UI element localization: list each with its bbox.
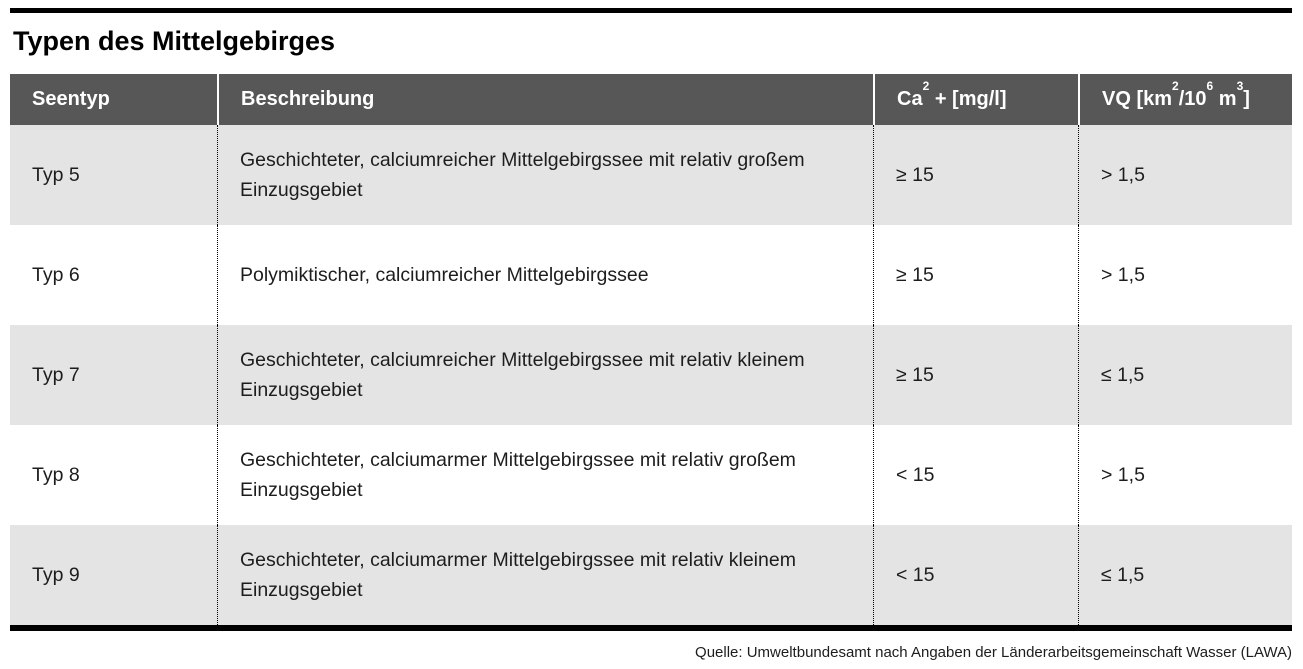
- cell-description: Geschichteter, calciumreicher Mittelgebi…: [217, 125, 873, 225]
- cell-type: Typ 8: [10, 425, 217, 525]
- cell-vq-value: ≤ 1,5: [1078, 325, 1292, 425]
- cell-vq-value: > 1,5: [1078, 225, 1292, 325]
- cell-description: Geschichteter, calciumreicher Mittelgebi…: [217, 325, 873, 425]
- column-header-seentyp: Seentyp: [10, 74, 217, 125]
- cell-description: Polymiktischer, calciumreicher Mittelgeb…: [217, 225, 873, 325]
- column-header-label: Ca2 + [mg/l]: [897, 79, 1007, 110]
- cell-type: Typ 6: [10, 225, 217, 325]
- column-header-vq: VQ [km2/106 m3]: [1078, 74, 1292, 125]
- cell-calcium-value: ≥ 15: [873, 325, 1078, 425]
- cell-description: Geschichteter, calciumarmer Mittelgebirg…: [217, 525, 873, 625]
- column-header-calcium: Ca2 + [mg/l]: [873, 74, 1078, 125]
- cell-calcium-value: < 15: [873, 525, 1078, 625]
- source-attribution: Quelle: Umweltbundesamt nach Angaben der…: [695, 644, 1292, 661]
- cell-type: Typ 9: [10, 525, 217, 625]
- page-title: Typen des Mittelgebirges: [13, 26, 336, 56]
- cell-calcium-value: < 15: [873, 425, 1078, 525]
- lake-types-table: Seentyp Beschreibung Ca2 + [mg/l] VQ [km…: [10, 74, 1292, 625]
- bottom-rule: [10, 625, 1292, 631]
- superscript: 6: [1206, 79, 1214, 94]
- cell-calcium-value: ≥ 15: [873, 225, 1078, 325]
- cell-description: Geschichteter, calciumarmer Mittelgebirg…: [217, 425, 873, 525]
- table-figure: Typen des Mittelgebirges Seentyp Beschre…: [10, 0, 1292, 661]
- cell-type: Typ 5: [10, 125, 217, 225]
- superscript: 2: [1172, 79, 1179, 94]
- cell-vq-value: ≤ 1,5: [1078, 525, 1292, 625]
- column-header-label: Beschreibung: [241, 88, 375, 110]
- column-header-label: VQ [km2/106 m3]: [1102, 79, 1250, 110]
- column-header-label: Seentyp: [32, 88, 110, 110]
- cell-vq-value: > 1,5: [1078, 425, 1292, 525]
- cell-type: Typ 7: [10, 325, 217, 425]
- superscript: 2: [922, 79, 930, 94]
- cell-calcium-value: ≥ 15: [873, 125, 1078, 225]
- superscript: 3: [1236, 79, 1244, 94]
- column-header-beschreibung: Beschreibung: [217, 74, 873, 125]
- cell-vq-value: > 1,5: [1078, 125, 1292, 225]
- top-rule: [10, 8, 1292, 13]
